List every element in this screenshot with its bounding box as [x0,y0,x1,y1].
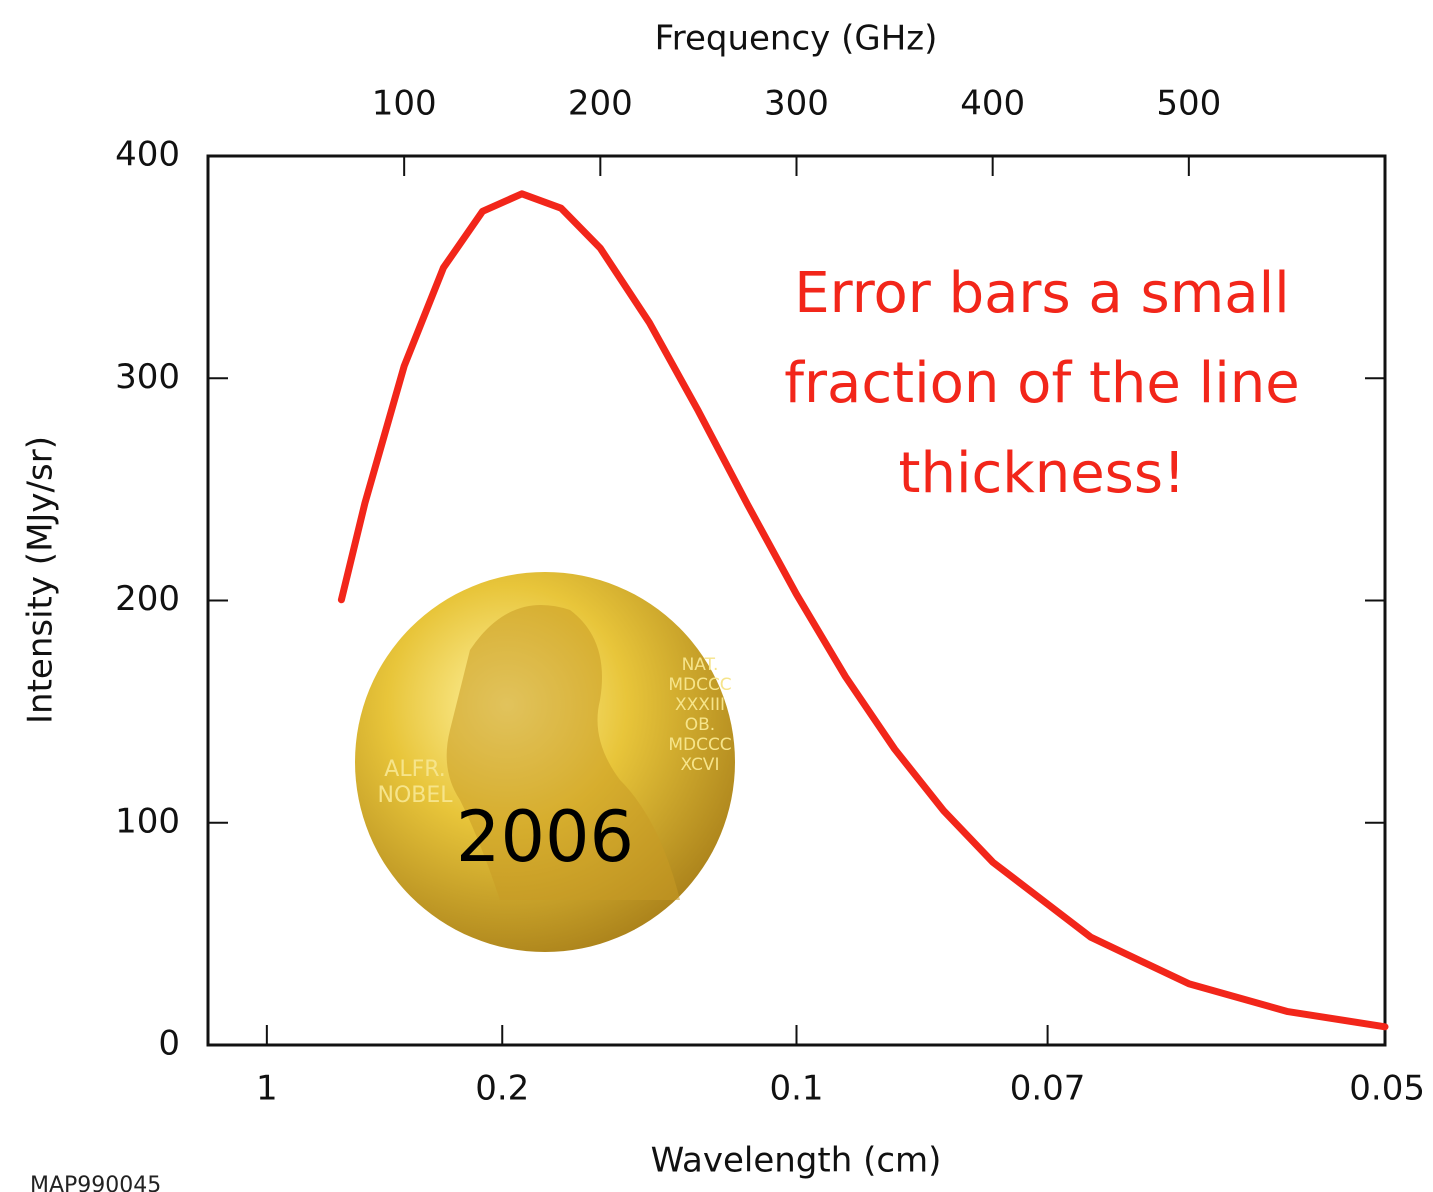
y-tick-label: 0 [158,1024,180,1064]
medal-inscription: NAT. [682,655,719,675]
annotation: fraction of the line [784,351,1299,416]
x-tick-label: 0.2 [475,1069,529,1109]
y-tick-label: 300 [115,357,180,397]
y-tick-label: 400 [115,135,180,175]
medal-inscription: XCVI [681,755,720,775]
x2-tick-label: 500 [1156,84,1221,124]
x2-axis-label: Frequency (GHz) [655,19,938,59]
medal-year: 2006 [456,796,634,878]
medal-inscription: ALFR. [384,757,445,782]
annotation: Error bars a small [794,261,1289,326]
medal-inscription: MDCCC [668,675,731,695]
medal-inscription: MDCCC [668,735,731,755]
x-axis-label: Wavelength (cm) [651,1141,942,1181]
x2-tick-label: 300 [764,84,829,124]
x2-tick-label: 200 [568,84,633,124]
spectrum-line [337,190,1389,1031]
y-tick-label: 100 [115,801,180,841]
x-tick-label: 0.1 [769,1069,823,1109]
medal-inscription: OB. [685,715,715,735]
x2-tick-label: 400 [960,84,1025,124]
medal [355,572,735,952]
x-tick-label: 0.05 [1349,1069,1425,1109]
medal-inscription: NOBEL [377,783,453,808]
annotation: thickness! [899,441,1186,506]
credit: MAP990045 [30,1173,161,1192]
medal-portrait [446,605,680,900]
x2-tick-label: 100 [372,84,437,124]
x-tick-label: 1 [256,1069,278,1109]
x-tick-label: 0.07 [1010,1069,1086,1109]
y-axis-label: Intensity (MJy/sr) [21,436,61,724]
medal-inscription: XXXIII [675,695,725,715]
y-tick-label: 200 [115,579,180,619]
